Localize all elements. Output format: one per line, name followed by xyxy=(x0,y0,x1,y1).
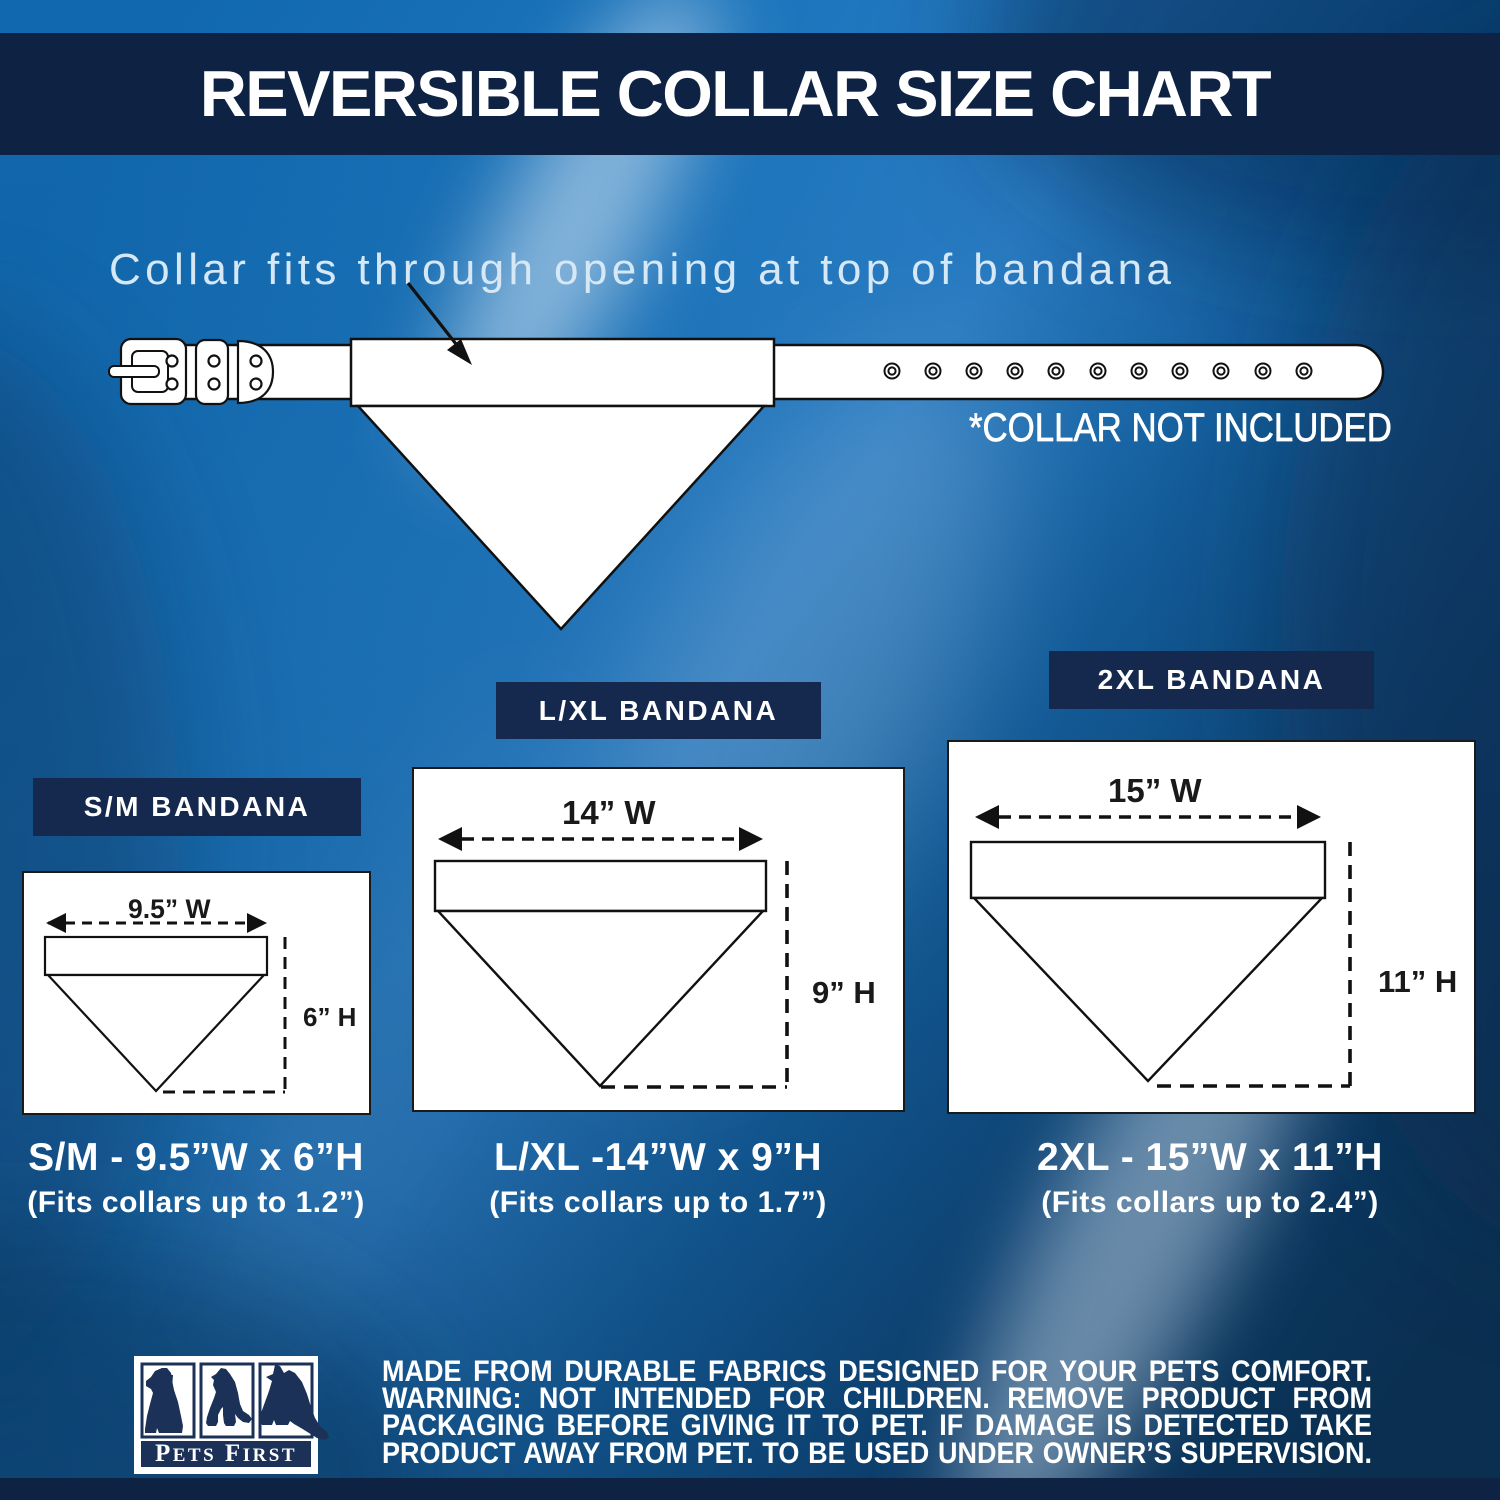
svg-text:PETS FIRST: PETS FIRST xyxy=(155,1440,297,1467)
